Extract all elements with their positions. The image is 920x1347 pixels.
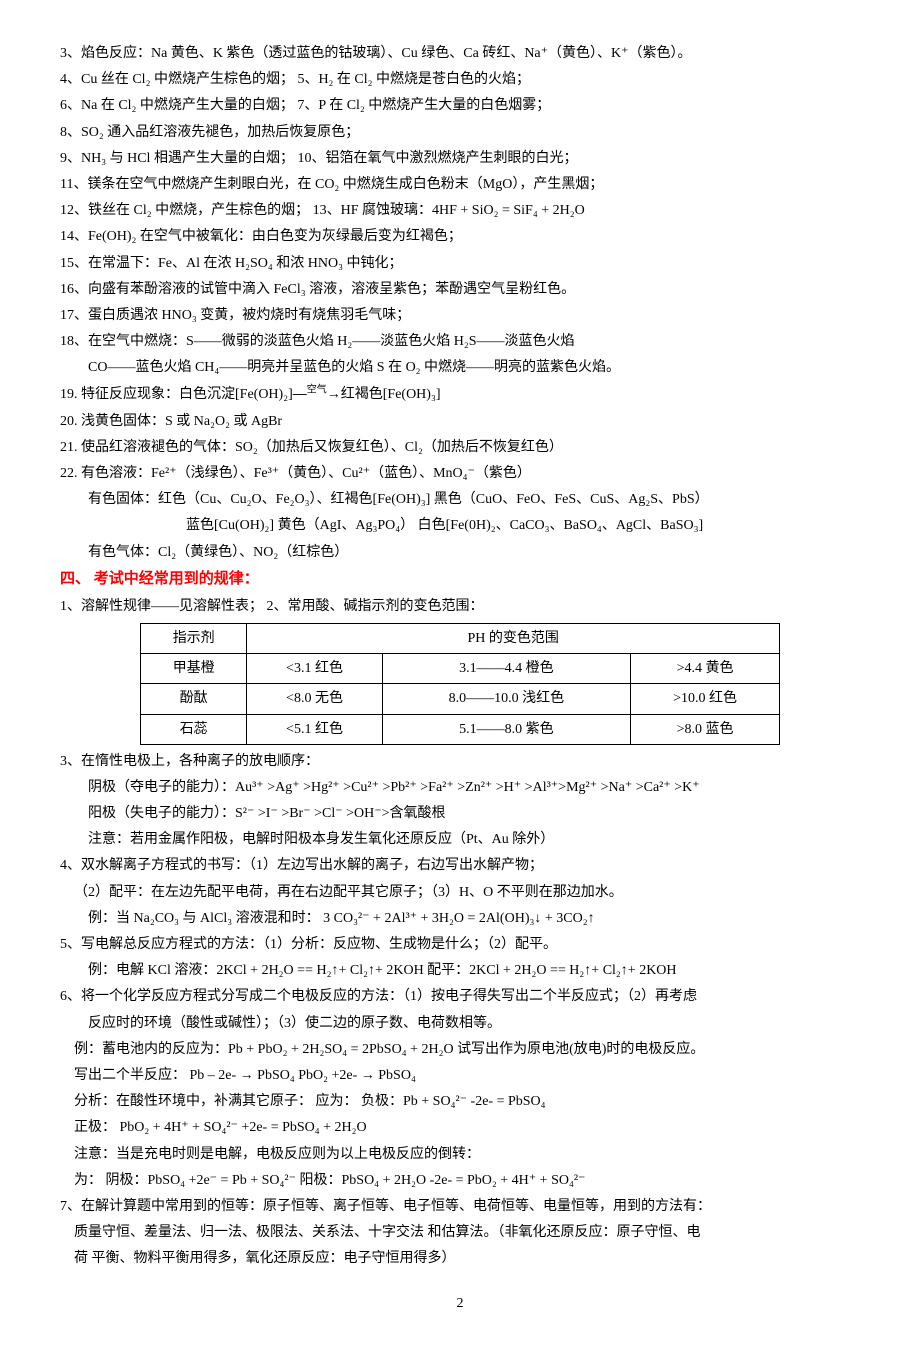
text-line: 反应时的环境（酸性或碱性）；（3）使二边的原子数、电荷数相等。 (60, 1011, 860, 1036)
text-line: 质量守恒、差量法、归一法、极限法、关系法、十字交法 和估算法。（非氧化还原反应：… (60, 1220, 860, 1245)
text-line: 5、写电解总反应方程式的方法：（1）分析：反应物、生成物是什么；（2）配平。 (60, 932, 860, 957)
table-row: 甲基橙 <3.1 红色 3.1——4.4 橙色 >4.4 黄色 (141, 654, 780, 684)
table-cell: >8.0 蓝色 (631, 714, 780, 744)
text-line: 16、向盛有苯酚溶液的试管中滴入 FeCl₃ 溶液，溶液呈紫色；苯酚遇空气呈粉红… (60, 277, 860, 302)
text-line: 21. 使品红溶液褪色的气体：SO₂（加热后又恢复红色）、Cl₂（加热后不恢复红… (60, 435, 860, 460)
text-line: 4、Cu 丝在 Cl₂ 中燃烧产生棕色的烟； 5、H₂ 在 Cl₂ 中燃烧是苍白… (60, 67, 860, 92)
table-cell: >10.0 红色 (631, 684, 780, 714)
text-line: 18、在空气中燃烧：S——微弱的淡蓝色火焰 H₂——淡蓝色火焰 H₂S——淡蓝色… (60, 329, 860, 354)
text-line: 正极： PbO₂ + 4H⁺ + SO₄²⁻ +2e- = PbSO₄ + 2H… (60, 1115, 860, 1140)
text-line: 11、镁条在空气中燃烧产生刺眼白光，在 CO₂ 中燃烧生成白色粉末（MgO），产… (60, 172, 860, 197)
ph-indicator-table: 指示剂 PH 的变色范围 甲基橙 <3.1 红色 3.1——4.4 橙色 >4.… (140, 623, 780, 745)
text-line: （2）配平：在左边先配平电荷，再在右边配平其它原子；（3）H、O 不平则在那边加… (60, 880, 860, 905)
text-line: 9、NH₃ 与 HCl 相遇产生大量的白烟； 10、铝箔在氧气中激烈燃烧产生刺眼… (60, 146, 860, 171)
text-line: 分析：在酸性环境中，补满其它原子： 应为： 负极：Pb + SO₄²⁻ -2e-… (60, 1089, 860, 1114)
text-line: 22. 有色溶液：Fe²⁺（浅绿色）、Fe³⁺（黄色）、Cu²⁺（蓝色）、MnO… (60, 461, 860, 486)
text-line: 有色固体：红色（Cu、Cu₂O、Fe₂O₃）、红褐色[Fe(OH)₃] 黑色（C… (60, 487, 860, 512)
table-header: PH 的变色范围 (247, 623, 780, 653)
text-line: 3、焰色反应：Na 黄色、K 紫色（透过蓝色的钴玻璃）、Cu 绿色、Ca 砖红、… (60, 41, 860, 66)
item19-suffix: 红褐色[Fe(OH)₃] (341, 387, 441, 402)
text-line: 有色气体：Cl₂（黄绿色）、NO₂（红棕色） (60, 540, 860, 565)
table-cell: <3.1 红色 (247, 654, 382, 684)
text-line: CO——蓝色火焰 CH₄——明亮并呈蓝色的火焰 S 在 O₂ 中燃烧——明亮的蓝… (60, 355, 860, 380)
text-line: 12、铁丝在 Cl₂ 中燃烧，产生棕色的烟； 13、HF 腐蚀玻璃：4HF + … (60, 198, 860, 223)
text-line: 阳极（失电子的能力）：S²⁻ >I⁻ >Br⁻ >Cl⁻ >OH⁻>含氧酸根 (60, 801, 860, 826)
arrow-icon: → (327, 385, 341, 401)
text-line: 6、Na 在 Cl₂ 中燃烧产生大量的白烟； 7、P 在 Cl₂ 中燃烧产生大量… (60, 93, 860, 118)
text-line: 3、在惰性电极上，各种离子的放电顺序： (60, 749, 860, 774)
table-row: 石蕊 <5.1 红色 5.1——8.0 紫色 >8.0 蓝色 (141, 714, 780, 744)
content-body: 3、焰色反应：Na 黄色、K 紫色（透过蓝色的钴玻璃）、Cu 绿色、Ca 砖红、… (60, 41, 860, 1317)
table-cell: 酚酞 (141, 684, 247, 714)
text-line: 例：电解 KCl 溶液：2KCl + 2H₂O == H₂↑+ Cl₂↑+ 2K… (60, 958, 860, 983)
text-line: 17、蛋白质遇浓 HNO₃ 变黄，被灼烧时有烧焦羽毛气味； (60, 303, 860, 328)
table-row: 指示剂 PH 的变色范围 (141, 623, 780, 653)
table-cell: 8.0——10.0 浅红色 (382, 684, 631, 714)
text-line: 注意：若用金属作阳极，电解时阳极本身发生氧化还原反应（Pt、Au 除外） (60, 827, 860, 852)
text-line: 7、在解计算题中常用到的恒等：原子恒等、离子恒等、电子恒等、电荷恒等、电量恒等，… (60, 1194, 860, 1219)
text-line: 19. 特征反应现象：白色沉淀[Fe(OH)₂]—空气→红褐色[Fe(OH)₃] (60, 381, 860, 407)
text-line: 例：当 Na₂CO₃ 与 AlCl₃ 溶液混和时： 3 CO₃²⁻ + 2Al³… (60, 906, 860, 931)
text-line: 荷 平衡、物料平衡用得多，氧化还原反应：电子守恒用得多） (60, 1246, 860, 1271)
text-line: 注意：当是充电时则是电解，电极反应则为以上电极反应的倒转： (60, 1142, 860, 1167)
table-cell: <5.1 红色 (247, 714, 382, 744)
text-line: 14、Fe(OH)₂ 在空气中被氧化：由白色变为灰绿最后变为红褐色； (60, 224, 860, 249)
section-heading: 四、 考试中经常用到的规律： (60, 566, 860, 593)
text-line: 阴极（夺电子的能力）：Au³⁺ >Ag⁺ >Hg²⁺ >Cu²⁺ >Pb²⁺ >… (60, 775, 860, 800)
text-line: 6、将一个化学反应方程式分写成二个电极反应的方法：（1）按电子得失写出二个半反应… (60, 984, 860, 1009)
arrow-label: 空气 (307, 385, 327, 396)
text-line: 8、SO₂ 通入品红溶液先褪色，加热后恢复原色； (60, 120, 860, 145)
text-line: 1、溶解性规律——见溶解性表； 2、常用酸、碱指示剂的变色范围： (60, 594, 860, 619)
text-line: 蓝色[Cu(OH)₂] 黄色（AgI、Ag₃PO₄） 白色[Fe(0H)₂、Ca… (60, 513, 860, 538)
item19-prefix: 19. 特征反应现象：白色沉淀[Fe(OH)₂] (60, 387, 293, 402)
text-line: 写出二个半反应： Pb – 2e- → PbSO₄ PbO₂ +2e- → Pb… (60, 1063, 860, 1088)
text-line: 20. 浅黄色固体：S 或 Na₂O₂ 或 AgBr (60, 409, 860, 434)
page-number: 2 (60, 1291, 860, 1316)
table-cell: >4.4 黄色 (631, 654, 780, 684)
table-row: 酚酞 <8.0 无色 8.0——10.0 浅红色 >10.0 红色 (141, 684, 780, 714)
table-cell: 甲基橙 (141, 654, 247, 684)
table-cell: 石蕊 (141, 714, 247, 744)
text-line: 为： 阴极：PbSO₄ +2e⁻ = Pb + SO₄²⁻ 阳极：PbSO₄ +… (60, 1168, 860, 1193)
table-cell: 3.1——4.4 橙色 (382, 654, 631, 684)
text-line: 例：蓄电池内的反应为：Pb + PbO₂ + 2H₂SO₄ = 2PbSO₄ +… (60, 1037, 860, 1062)
text-line: 4、双水解离子方程式的书写：（1）左边写出水解的离子，右边写出水解产物； (60, 853, 860, 878)
table-cell: 5.1——8.0 紫色 (382, 714, 631, 744)
table-header: 指示剂 (141, 623, 247, 653)
table-cell: <8.0 无色 (247, 684, 382, 714)
arrow-icon: — (293, 385, 307, 401)
text-line: 15、在常温下：Fe、Al 在浓 H₂SO₄ 和浓 HNO₃ 中钝化； (60, 251, 860, 276)
